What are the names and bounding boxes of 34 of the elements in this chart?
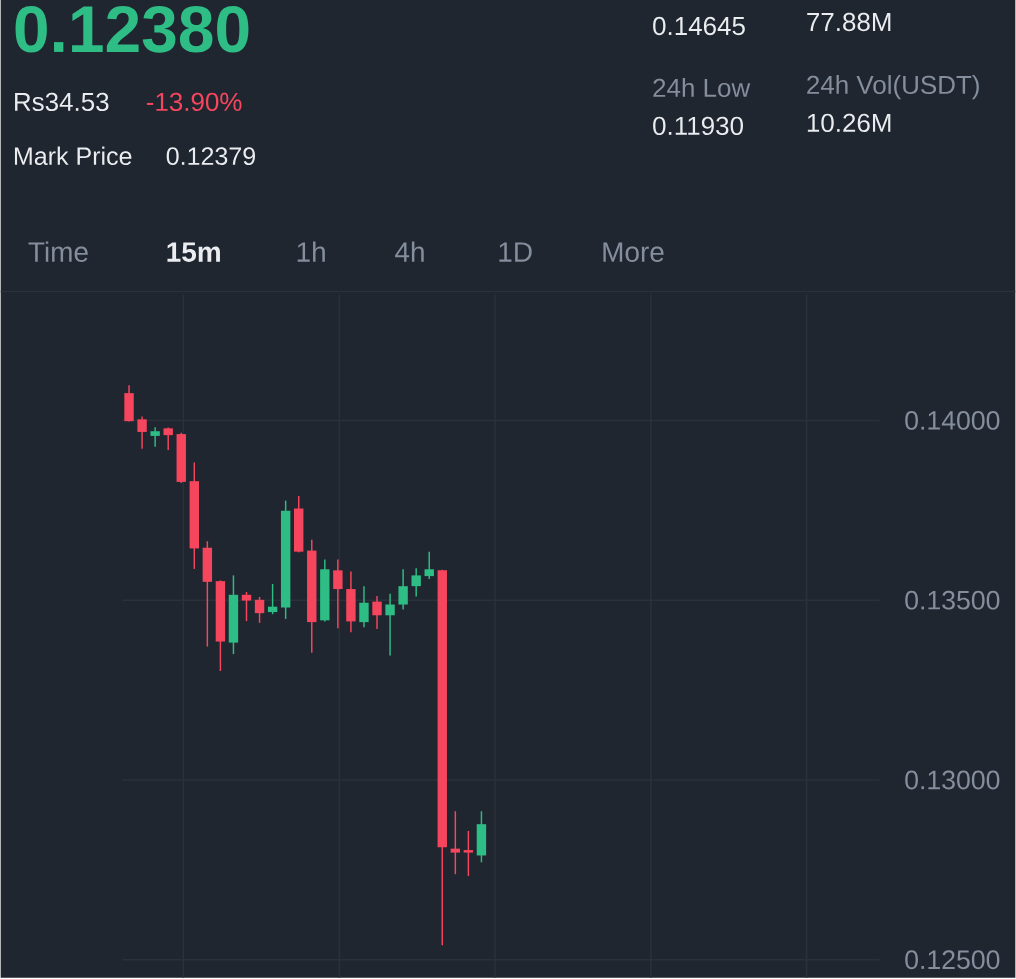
text: 0.12379 [166, 147, 256, 166]
candlestick [411, 567, 421, 598]
text: 4h [395, 241, 424, 262]
text: -13.90% [146, 92, 242, 112]
text: 15m [167, 242, 220, 263]
candlestick [150, 426, 160, 448]
text: 0.11930 [653, 116, 743, 136]
text: 24h Vol(USDT) [807, 75, 979, 100]
text: Mark Price [14, 146, 132, 166]
text: 77.88M [807, 13, 891, 32]
candlestick [359, 585, 369, 629]
text: Rs34.53 [15, 92, 109, 112]
y-tick-label: 0.12500 [905, 950, 1000, 970]
candlestick [254, 596, 265, 624]
candlestick [450, 810, 461, 876]
text: 10.26M [807, 113, 891, 133]
text: 0.14645 [653, 17, 745, 36]
candlestick [333, 559, 343, 630]
candlestick [385, 593, 395, 657]
y-tick-label: 0.14000 [905, 411, 1000, 431]
candlestick [137, 416, 147, 450]
text: Time [28, 241, 88, 263]
text: 0.12380 [15, 6, 249, 53]
candlestick [424, 551, 434, 580]
text: More [603, 242, 664, 263]
candlestick [372, 595, 382, 630]
text: 1D [499, 242, 532, 262]
y-tick-label: 0.13000 [905, 770, 1000, 790]
candlestick [241, 591, 252, 623]
candlestick [398, 568, 408, 611]
text: 1h [297, 241, 325, 262]
y-tick-label: 0.13500 [905, 591, 1000, 610]
text: 24h Low [653, 78, 751, 98]
candlestick [463, 830, 474, 877]
